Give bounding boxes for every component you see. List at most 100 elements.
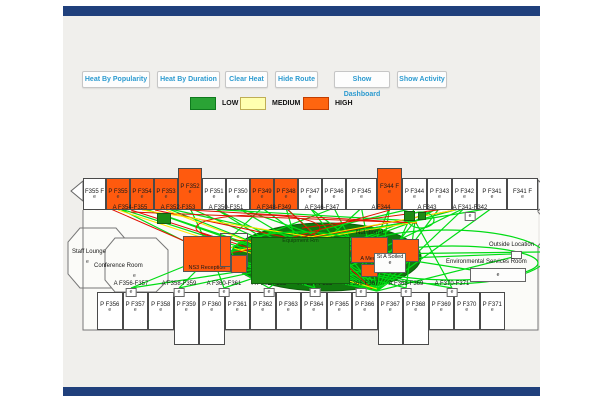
- door-marker: e: [125, 288, 137, 297]
- room-p-f366: P F366 e: [352, 292, 378, 330]
- room-p-f369: P F369 e: [428, 292, 454, 330]
- clear-heat-button[interactable]: Clear Heat: [225, 71, 268, 88]
- corridor-label-a-f370-f371: A F370-F371 e: [434, 281, 470, 297]
- corridor-label-text: A F341-F342: [452, 205, 488, 211]
- door-marker: e: [400, 288, 412, 297]
- room-p-f346: P F346 e: [322, 178, 346, 210]
- room-p-f368: P F368 e: [403, 292, 429, 345]
- legend-label-medium: MEDIUM: [272, 100, 301, 107]
- door-marker: e: [363, 307, 367, 313]
- window-top-bar: [63, 6, 540, 16]
- room-p-f358: P F358 e: [148, 292, 174, 330]
- room-p-f343: P F343 e: [427, 178, 452, 210]
- door-marker: e: [309, 288, 321, 297]
- corridor-label-text: A F348-F349: [256, 205, 292, 211]
- zone-outside-door: [511, 251, 522, 259]
- corridor-label-a-f358-f359: A F358-F359 e: [161, 281, 197, 297]
- room-label: P F371: [482, 302, 502, 308]
- room-label: P F358: [151, 302, 171, 308]
- door-marker: e: [446, 288, 458, 297]
- legend-swatch-medium: [240, 97, 266, 110]
- legend-swatch-high: [303, 97, 329, 110]
- door-marker: e: [337, 307, 341, 313]
- door-marker: e: [355, 288, 367, 297]
- door-marker: e: [521, 193, 524, 200]
- door-marker: e: [388, 260, 392, 266]
- room-label: P F368: [406, 302, 426, 308]
- room-label: P F354: [132, 188, 152, 195]
- room-label: P F367: [380, 302, 400, 308]
- room-label: P F362: [253, 302, 273, 308]
- main-panel: Heat By Popularity Heat By Duration Clear …: [63, 16, 540, 387]
- zone-soiled: St A Soiled e: [374, 253, 406, 273]
- door-marker: e: [490, 307, 494, 313]
- room-p-f361: P F361 e: [224, 292, 250, 330]
- door-marker: e: [116, 193, 120, 200]
- room-label: P F360: [202, 302, 222, 308]
- door-marker: e: [184, 307, 188, 313]
- room-label: P F364: [304, 302, 324, 308]
- room-p-f364: P F364 e: [301, 292, 327, 330]
- room-p-f350: P F350 e: [226, 178, 250, 210]
- room-label: P F357: [125, 302, 145, 308]
- room-label: F355 F: [84, 188, 104, 195]
- door-marker: e: [312, 307, 316, 313]
- room-label: P F361: [227, 302, 247, 308]
- room-label: P F369: [431, 302, 451, 308]
- room-label: P F359: [176, 302, 196, 308]
- room-label: P F343: [429, 188, 450, 195]
- corridor-label-text: A F370-F371: [434, 281, 470, 287]
- outside-label: Outside Location: [489, 242, 535, 248]
- door-marker: e: [159, 307, 163, 313]
- door-marker: e: [260, 193, 264, 200]
- room-label: P F349: [252, 188, 272, 195]
- door-marker: e: [413, 193, 416, 200]
- room-label: F341 F: [512, 188, 532, 195]
- zone-orange-small-1: [231, 255, 247, 273]
- zone-door-green-left: [157, 213, 171, 224]
- room-p-f357: P F357 e: [122, 292, 148, 330]
- room-label: P F365: [329, 302, 349, 308]
- corridor-label-a-f356-f357: A F356-F357 e: [113, 281, 149, 297]
- room-p-f352: P F352 e: [178, 168, 202, 210]
- door-marker: e: [235, 307, 239, 313]
- door-marker: e: [308, 193, 312, 200]
- heat-by-duration-button[interactable]: Heat By Duration: [157, 71, 220, 88]
- corridor-label-a-f346-f347: A F346-F347: [305, 205, 340, 211]
- hide-route-button[interactable]: Hide Route: [275, 71, 318, 88]
- door-marker: e: [188, 188, 192, 195]
- room-p-f371: P F371 e: [479, 292, 505, 330]
- room-label: P F347: [300, 188, 320, 195]
- door-marker: e: [286, 307, 290, 313]
- room-label: P F363: [278, 302, 298, 308]
- corridor-label-text: A F352-F353: [160, 205, 196, 211]
- corridor-label-text: A F356-F357: [113, 281, 149, 287]
- room-p-f365: P F365 e: [326, 292, 352, 330]
- room-p-f362: P F362 e: [250, 292, 276, 330]
- door-marker: e: [133, 307, 137, 313]
- corridor-label-text: A F360-F361: [206, 281, 242, 287]
- show-activity-button[interactable]: Show Activity: [397, 71, 447, 88]
- nutritional-label: Nutritional: [356, 230, 384, 236]
- room-label: P F370: [457, 302, 477, 308]
- show-dashboard-button[interactable]: Show Dashboard: [334, 71, 390, 98]
- corridor-label-text: A F358-F359: [161, 281, 197, 287]
- door-marker: e: [93, 193, 96, 200]
- room-label: P F351: [204, 188, 224, 195]
- door-marker: e: [439, 307, 443, 313]
- corridor-label-a-f350-f351: A F350-F351: [209, 205, 244, 211]
- door-marker: e: [210, 307, 214, 313]
- room-p-f367: P F367 e: [377, 292, 403, 345]
- door-marker: e: [140, 193, 144, 200]
- door-marker: e: [133, 273, 136, 279]
- room-label: P F344: [404, 188, 425, 195]
- heat-by-popularity-button[interactable]: Heat By Popularity: [82, 71, 150, 88]
- door-marker: e: [332, 193, 336, 200]
- room-label: F344 F: [379, 183, 399, 190]
- corridor-label-text: A F354-F355: [112, 205, 148, 211]
- room-p-f347: P F347 e: [298, 178, 322, 210]
- room-p-f342: P F342 e: [452, 178, 477, 210]
